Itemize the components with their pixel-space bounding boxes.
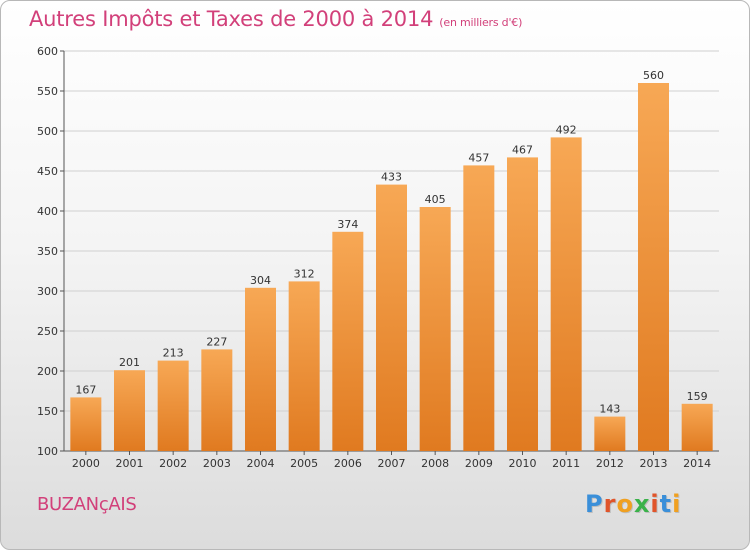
chart-title-text: Autres Impôts et Taxes de 2000 à 2014 (29, 7, 434, 31)
x-tick-label-2011: 2011 (552, 457, 580, 470)
bar-2012 (594, 416, 626, 451)
value-label-2004: 304 (250, 274, 271, 287)
logo-letter: x (633, 490, 651, 518)
x-tick-label-2012: 2012 (596, 457, 624, 470)
bars (70, 83, 713, 451)
bar-2000 (70, 397, 102, 451)
bar-2010 (507, 157, 538, 451)
value-label-2008: 405 (425, 193, 446, 206)
logo-letter: o (616, 490, 634, 518)
logo-letter: P (585, 490, 604, 518)
value-label-2003: 227 (206, 335, 227, 348)
value-label-2012: 143 (599, 403, 620, 416)
x-tick-label-2005: 2005 (290, 457, 318, 470)
bar-2003 (201, 349, 233, 451)
town-name: BUZANçAIS (37, 494, 137, 515)
value-label-2009: 457 (468, 151, 489, 164)
x-tick-label-2003: 2003 (203, 457, 231, 470)
x-tick-label-2013: 2013 (640, 457, 668, 470)
logo-letter: t (659, 490, 673, 518)
x-tick-label-2009: 2009 (465, 457, 493, 470)
x-tick-label-2008: 2008 (421, 457, 449, 470)
bar-2007 (376, 184, 407, 451)
bar-2011 (550, 137, 582, 451)
chart-title: Autres Impôts et Taxes de 2000 à 2014 (en… (29, 7, 522, 31)
bar-2001 (114, 370, 145, 451)
bar-2005 (288, 281, 320, 451)
value-label-2007: 433 (381, 171, 402, 184)
bar-2008 (419, 207, 451, 451)
x-tick-label-2010: 2010 (509, 457, 537, 470)
y-tick-label: 500 (37, 125, 58, 138)
value-label-2001: 201 (119, 356, 140, 369)
logo-letter: r (603, 490, 617, 518)
x-tick-label-2001: 2001 (116, 457, 144, 470)
y-tick-label: 450 (37, 165, 58, 178)
x-tick-label-2002: 2002 (159, 457, 187, 470)
bar-2002 (157, 360, 189, 451)
chart-subtitle: (en milliers d'€) (439, 16, 523, 29)
x-tick-label-2014: 2014 (683, 457, 711, 470)
logo-letter: i (650, 490, 660, 518)
bar-2013 (638, 83, 669, 451)
proxiti-logo: Proxiti (585, 490, 681, 518)
x-tick-label-2000: 2000 (72, 457, 100, 470)
bar-2006 (332, 231, 364, 451)
y-tick-label: 300 (37, 285, 58, 298)
value-label-2006: 374 (337, 218, 358, 231)
y-tick-label: 600 (37, 45, 58, 58)
value-label-2014: 159 (687, 390, 708, 403)
bar-2009 (463, 165, 495, 451)
y-tick-label: 350 (37, 245, 58, 258)
value-label-2002: 213 (163, 347, 184, 360)
value-label-2005: 312 (294, 267, 315, 280)
y-tick-label: 550 (37, 85, 58, 98)
y-tick-label: 150 (37, 405, 58, 418)
y-tick-label: 400 (37, 205, 58, 218)
y-tick-label: 200 (37, 365, 58, 378)
value-label-2010: 467 (512, 143, 533, 156)
value-label-2000: 167 (75, 383, 96, 396)
bar-2014 (681, 403, 713, 451)
y-tick-label: 250 (37, 325, 58, 338)
x-tick-label-2006: 2006 (334, 457, 362, 470)
x-tick-label-2004: 2004 (247, 457, 275, 470)
y-tick-label: 100 (37, 445, 58, 458)
labels: 100 150 200 250 300 350 400 450 500 550 600 167 2000… (37, 45, 711, 470)
value-label-2013: 560 (643, 69, 664, 82)
bar-2004 (245, 287, 276, 451)
logo-letter: i (672, 490, 682, 518)
value-label-2011: 492 (556, 123, 577, 136)
x-tick-label-2007: 2007 (378, 457, 406, 470)
